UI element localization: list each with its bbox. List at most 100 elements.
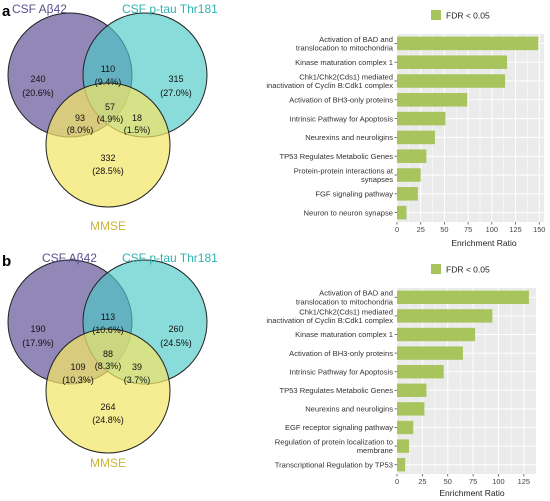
category-label: Kinase maturation complex 1 bbox=[295, 330, 393, 339]
venn-count-ac: 109 bbox=[70, 362, 85, 372]
category-label-line: Neurexins and neuroligins bbox=[305, 133, 393, 142]
venn-pct-abc: (4.9%) bbox=[97, 114, 124, 124]
bar bbox=[397, 130, 435, 145]
x-tick-label: 0 bbox=[395, 225, 399, 234]
venn-pct-ac: (8.0%) bbox=[67, 125, 94, 135]
bar-chart-a: Activation of BAD and translocation to mi… bbox=[266, 34, 545, 234]
venn-set-label-c: MMSE bbox=[90, 456, 126, 470]
category-label-line: Neurexins and neuroligins bbox=[305, 405, 393, 414]
bar bbox=[397, 111, 446, 126]
bar bbox=[397, 327, 476, 342]
bar bbox=[397, 36, 539, 51]
category-label-line: Kinase maturation complex 1 bbox=[295, 330, 393, 339]
venn-count-ac: 93 bbox=[75, 113, 85, 123]
category-label-line: Chk1/Chk2(Cds1) mediated bbox=[299, 72, 393, 81]
category-label: FGF signaling pathway bbox=[315, 190, 393, 199]
bar bbox=[397, 402, 425, 416]
category-label-line: TP53 Regulates Metabolic Genes bbox=[279, 152, 393, 161]
category-label: Regulation of protein localization to mem… bbox=[275, 438, 393, 456]
category-label-line: Activation of BAD and bbox=[319, 289, 393, 298]
legend-b: FDR < 0.05 bbox=[431, 264, 490, 275]
category-label: Intrinsic Pathway for Apoptosis bbox=[290, 367, 394, 376]
bar bbox=[397, 458, 406, 472]
venn-set-label-c: MMSE bbox=[90, 219, 126, 233]
category-label: Activation of BH3-only proteins bbox=[289, 349, 393, 358]
bar bbox=[397, 309, 493, 323]
category-label: TP53 Regulates Metabolic Genes bbox=[279, 386, 393, 395]
bar bbox=[397, 187, 418, 201]
category-label: Activation of BH3-only proteins bbox=[289, 96, 393, 105]
venn-pct-c-only: (28.5%) bbox=[92, 166, 124, 176]
category-label: Kinase maturation complex 1 bbox=[295, 58, 393, 67]
bar bbox=[397, 420, 414, 435]
category-label: TP53 Regulates Metabolic Genes bbox=[279, 152, 393, 161]
category-label: Protein-protein interactions at synapses bbox=[294, 166, 394, 184]
category-label-line: Intrinsic Pathway for Apoptosis bbox=[290, 114, 394, 123]
category-label-line: inactivation of Cyclin B:Cdk1 complex bbox=[266, 81, 393, 90]
venn-diagram-a: CSF Aβ42 CSF p-tau Thr181 MMSE 240 (20.6… bbox=[7, 2, 218, 233]
venn-pct-ac: (10.3%) bbox=[62, 375, 94, 385]
x-tick-label: 0 bbox=[395, 477, 399, 486]
category-label-line: Intrinsic Pathway for Apoptosis bbox=[290, 367, 394, 376]
category-label: Neurexins and neuroligins bbox=[305, 405, 393, 414]
venn-circle-c bbox=[45, 328, 171, 454]
venn-count-bc: 18 bbox=[132, 113, 142, 123]
category-label-line: translocation to mitochondria bbox=[296, 43, 394, 52]
x-tick-label: 125 bbox=[518, 477, 530, 486]
bar bbox=[397, 74, 506, 88]
category-label: EGF receptor signaling pathway bbox=[285, 423, 393, 432]
x-tick-label: 25 bbox=[418, 477, 426, 486]
category-label-line: Protein-protein interactions at bbox=[294, 166, 394, 175]
category-label: Intrinsic Pathway for Apoptosis bbox=[290, 114, 394, 123]
venn-pct-bc: (1.5%) bbox=[124, 125, 151, 135]
bar bbox=[397, 149, 427, 163]
venn-count-a-only: 240 bbox=[30, 74, 45, 84]
venn-set-label-a: CSF Aβ42 bbox=[12, 2, 67, 16]
category-label-line: Regulation of protein localization to bbox=[275, 438, 393, 447]
category-label-line: Activation of BH3-only proteins bbox=[289, 349, 393, 358]
venn-count-a-only: 190 bbox=[30, 324, 45, 334]
x-tick-label: 100 bbox=[492, 477, 504, 486]
venn-count-abc: 57 bbox=[105, 102, 115, 112]
legend-swatch bbox=[431, 10, 441, 20]
category-label: Chk1/Chk2(Cds1) mediated inactivation of … bbox=[266, 307, 393, 325]
venn-pct-abc: (8.3%) bbox=[95, 361, 122, 371]
x-tick-label: 100 bbox=[486, 225, 498, 234]
venn-pct-b-only: (24.5%) bbox=[160, 338, 192, 348]
venn-count-c-only: 264 bbox=[100, 402, 115, 412]
category-label-line: synapses bbox=[361, 175, 393, 184]
x-tick-label: 150 bbox=[533, 225, 545, 234]
bar bbox=[397, 55, 508, 69]
venn-count-bc: 39 bbox=[132, 362, 142, 372]
x-axis-title: Enrichment Ratio bbox=[451, 238, 516, 248]
venn-pct-a-only: (17.9%) bbox=[22, 338, 54, 348]
venn-pct-ab: (10.6%) bbox=[92, 325, 124, 335]
category-label-line: Chk1/Chk2(Cds1) mediated bbox=[299, 307, 393, 316]
category-label: Chk1/Chk2(Cds1) mediated inactivation of … bbox=[266, 72, 393, 90]
venn-count-abc: 88 bbox=[103, 349, 113, 359]
bar bbox=[397, 93, 468, 107]
venn-set-label-b: CSF p-tau Thr181 bbox=[122, 251, 218, 265]
category-label-line: Activation of BAD and bbox=[319, 35, 393, 44]
bar bbox=[397, 205, 407, 220]
venn-set-label-b: CSF p-tau Thr181 bbox=[122, 2, 218, 16]
venn-count-b-only: 260 bbox=[168, 324, 183, 334]
venn-count-b-only: 315 bbox=[168, 74, 183, 84]
legend-a: FDR < 0.05 bbox=[431, 10, 490, 21]
panel-b: b CSF Aβ42 CSF p-tau Thr181 MMSE 190 (17… bbox=[2, 251, 536, 498]
venn-circle-c bbox=[45, 82, 171, 208]
category-label-line: Activation of BH3-only proteins bbox=[289, 96, 393, 105]
bar-chart-b: Activation of BAD and translocation to mi… bbox=[266, 288, 536, 486]
legend-swatch bbox=[431, 264, 441, 274]
venn-pct-bc: (3.7%) bbox=[124, 375, 151, 385]
x-tick-label: 125 bbox=[509, 225, 521, 234]
category-label: Activation of BAD and translocation to mi… bbox=[296, 289, 394, 307]
category-label: Neuron to neuron synapse bbox=[304, 208, 394, 217]
venn-set-label-a: CSF Aβ42 bbox=[42, 251, 97, 265]
category-label-line: membrane bbox=[357, 446, 393, 455]
x-tick-label: 50 bbox=[440, 225, 448, 234]
bar bbox=[397, 383, 427, 397]
category-label-line: FGF signaling pathway bbox=[315, 190, 393, 199]
bar bbox=[397, 365, 444, 379]
